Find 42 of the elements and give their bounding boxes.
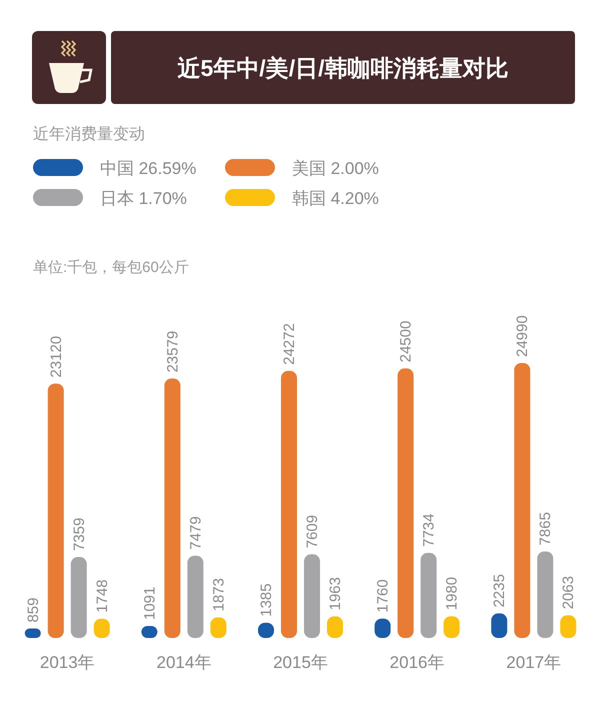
data-label: 24500: [398, 320, 415, 362]
data-label: 24990: [514, 315, 532, 357]
data-label: 1385: [258, 583, 275, 617]
legend-label: 中国 26.59%: [100, 159, 196, 178]
data-label: 1873: [210, 578, 228, 612]
bar: [514, 363, 530, 638]
bar: [187, 556, 204, 638]
legend-label: 韩国 4.20%: [292, 189, 379, 208]
bar: [281, 370, 297, 638]
data-label: 23120: [48, 336, 65, 378]
x-tick-label: 2014年: [156, 653, 212, 672]
x-tick-label: 2017年: [506, 653, 562, 672]
legend-title: 近年消费量变动: [33, 125, 145, 143]
data-label: 24272: [281, 323, 298, 365]
x-tick-label: 2013年: [40, 653, 95, 672]
bar: [537, 551, 554, 638]
data-label: 1963: [327, 577, 344, 610]
data-label: 1760: [374, 579, 392, 613]
bar: [398, 368, 414, 638]
data-label: 7865: [537, 512, 554, 546]
data-label: 7359: [70, 518, 88, 552]
bar: [164, 378, 180, 638]
data-label: 1748: [94, 579, 111, 613]
chart-title: 近5年中/美/日/韩咖啡消耗量对比: [176, 55, 508, 81]
data-label: 1980: [444, 576, 461, 610]
x-tick-label: 2016年: [390, 653, 445, 672]
data-label: 859: [24, 598, 42, 623]
data-label: 23579: [164, 330, 182, 373]
data-label: 2235: [491, 574, 508, 608]
data-label: 7734: [420, 514, 438, 547]
data-label: 2063: [560, 576, 578, 610]
data-label: 1091: [141, 586, 158, 620]
bar: [48, 384, 64, 638]
data-label: 7479: [187, 516, 204, 550]
legend-label: 日本 1.70%: [100, 189, 187, 208]
text: 单位:千包，每包60公斤: [33, 259, 189, 276]
legend-label: 美国 2.00%: [292, 159, 379, 178]
bar: [420, 552, 437, 638]
x-tick-label: 2015年: [273, 653, 328, 672]
bar: [304, 554, 320, 638]
bar: [70, 557, 87, 638]
data-label: 7609: [304, 514, 321, 548]
